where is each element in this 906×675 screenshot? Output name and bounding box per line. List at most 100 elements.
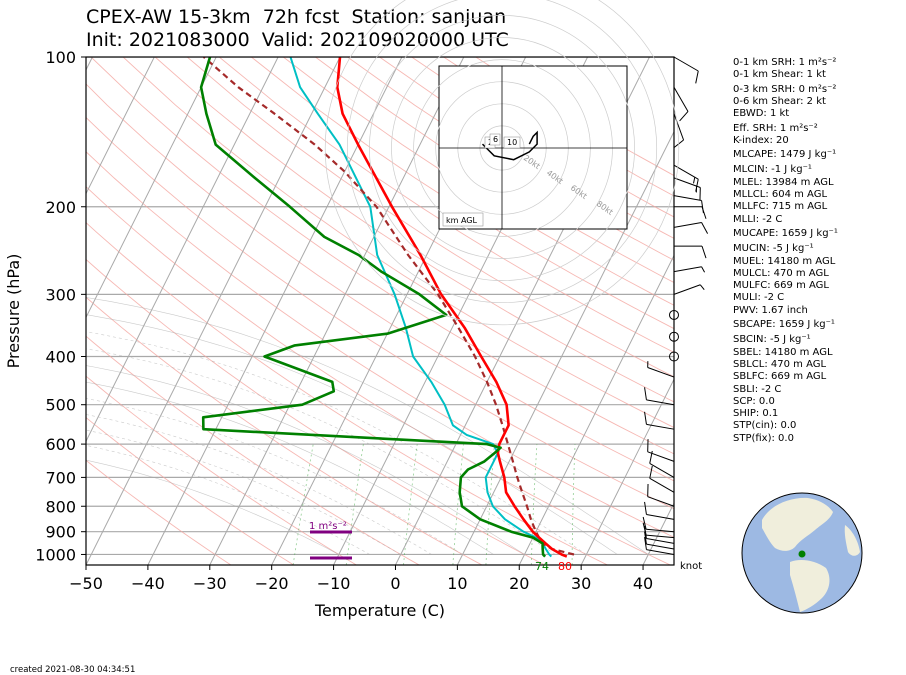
hodograph-inset: 20kt40kt60kt80kt2610km AGL — [324, 0, 680, 326]
moist-adiabat — [86, 348, 556, 555]
x-tick-label: −10 — [317, 574, 351, 593]
hodograph-height-label: 6 — [493, 135, 498, 144]
mixing-ratio-line — [403, 444, 418, 565]
wind-barb — [644, 501, 675, 520]
y-tick-label: 700 — [45, 468, 76, 487]
x-tick-label: −30 — [193, 574, 227, 593]
dry-adiabat — [86, 186, 671, 565]
created-timestamp: created 2021-08-30 04:34:51 — [10, 665, 136, 675]
index-line: MULFC: 669 m AGL — [733, 280, 829, 292]
x-tick-label: −20 — [255, 574, 289, 593]
index-line: 0-3 km SRH: 0 m²s⁻² — [733, 83, 837, 95]
index-line: STP(fix): 0.0 — [733, 432, 794, 444]
surface-temperature-label: 80 — [558, 560, 572, 573]
y-tick-label: 100 — [45, 48, 76, 67]
dry-adiabat — [86, 296, 483, 565]
wind-barb — [647, 439, 675, 462]
index-line: MUEL: 14180 m AGL — [733, 255, 836, 267]
calm-wind-circle — [669, 351, 679, 362]
wind-barb — [647, 484, 675, 507]
moist-adiabat — [86, 429, 401, 555]
index-line: MLLFC: 715 m AGL — [733, 201, 828, 213]
wind-barb — [644, 387, 675, 406]
y-tick-label: 400 — [45, 348, 76, 367]
wind-barb — [674, 206, 707, 219]
dry-adiabat — [186, 57, 674, 378]
index-line: MUCIN: -5 J kg⁻¹ — [733, 243, 814, 255]
isotherm — [86, 57, 155, 195]
wind-barbs — [642, 56, 709, 555]
profile-lines — [199, 57, 575, 558]
y-axis-label: Pressure (hPa) — [4, 254, 23, 369]
index-line: MLLCL: 604 m AGL — [733, 189, 828, 200]
index-line: SBEL: 14180 m AGL — [733, 346, 833, 358]
wind-barb — [673, 284, 705, 295]
mixing-ratio-line — [292, 444, 314, 565]
dry-adiabat — [86, 335, 420, 565]
dry-adiabat — [86, 83, 674, 482]
wind-barb — [649, 465, 675, 493]
index-line: SBLFC: 669 m AGL — [733, 371, 827, 383]
wind-barb — [674, 245, 707, 259]
y-tick-label: 500 — [45, 396, 76, 415]
wind-barb — [673, 177, 701, 201]
y-tick-label: 600 — [45, 435, 76, 454]
srh-label: 1 m²s⁻² — [309, 521, 347, 532]
x-tick-label: 10 — [447, 574, 467, 593]
dewpoint-line — [199, 57, 547, 558]
hodograph-ring — [346, 0, 658, 304]
calm-wind-circle — [669, 331, 679, 342]
mixing-ratio-line — [485, 444, 495, 565]
index-line: MULI: -2 C — [733, 292, 785, 304]
wind-barb — [647, 361, 675, 378]
isotherm — [518, 254, 674, 565]
hodograph-trace — [481, 130, 538, 161]
station-marker — [798, 550, 806, 558]
index-line: MLCIN: -1 J kg⁻¹ — [733, 164, 812, 176]
moist-adiabat — [86, 398, 463, 555]
globe-map — [741, 492, 863, 614]
wind-barb — [644, 537, 675, 555]
dry-adiabat — [86, 416, 294, 565]
x-tick-label: −40 — [131, 574, 165, 593]
isotherm — [86, 57, 341, 565]
temperature-line — [336, 57, 568, 558]
wind-barb — [642, 516, 675, 533]
plot-frame — [85, 56, 675, 566]
index-line: MULCL: 470 m AGL — [733, 267, 829, 279]
index-line: SBLCL: 470 m AGL — [733, 358, 827, 370]
x-tick-label: 30 — [571, 574, 591, 593]
y-axis: 100 200 300 400 500 600 700 800 900 1000 — [35, 48, 86, 564]
x-tick-label: 20 — [509, 574, 529, 593]
index-line: Eff. SRH: 1 m²s⁻² — [733, 122, 818, 134]
wind-barb — [644, 525, 675, 544]
isotherm — [86, 57, 217, 319]
hodograph-ring — [369, 15, 635, 281]
index-line: EBWD: 1 kt — [733, 108, 790, 120]
wind-barb — [644, 531, 675, 550]
y-tick-label: 1000 — [35, 545, 76, 564]
isotherm — [580, 378, 674, 565]
wind-barb — [673, 86, 689, 122]
dry-adiabat — [86, 459, 232, 565]
y-tick-label: 900 — [45, 523, 76, 542]
chart-title-line2: Init: 2021083000 Valid: 202109020000 UTC — [86, 29, 509, 51]
mixing-ratio-line — [345, 444, 364, 565]
index-line: MUCAPE: 1659 J kg⁻¹ — [733, 227, 838, 239]
index-line: SHIP: 0.1 — [733, 408, 779, 420]
index-line: MLCAPE: 1479 J kg⁻¹ — [733, 149, 837, 161]
mixing-ratio-line — [571, 444, 576, 565]
dry-adiabat — [86, 221, 608, 565]
mixing-ratio-line — [530, 444, 538, 565]
index-line: SCP: 0.0 — [733, 395, 775, 407]
x-tick-label: 0 — [390, 574, 400, 593]
x-axis-label: Temperature (C) — [314, 601, 445, 620]
dry-adiabat — [315, 57, 674, 283]
moist-adiabat — [86, 414, 432, 555]
isotherm — [147, 57, 403, 565]
dry-adiabat — [283, 57, 674, 306]
mixing-ratio-line — [452, 444, 464, 565]
isotherm — [209, 57, 465, 565]
background-lines — [86, 57, 674, 565]
